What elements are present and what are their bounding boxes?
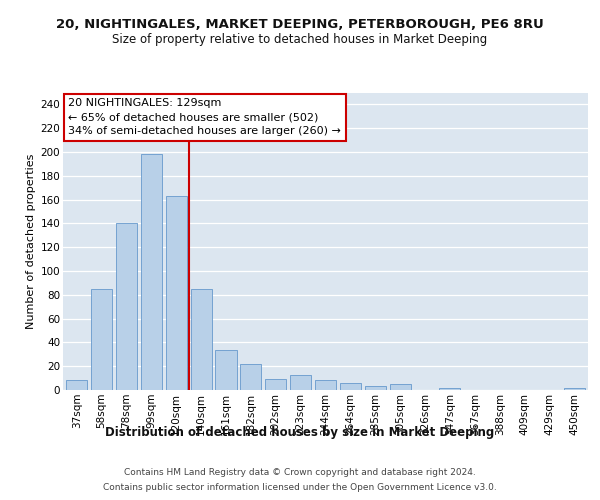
Bar	[265, 380, 286, 390]
Bar	[340, 383, 361, 390]
Bar	[389, 384, 411, 390]
Bar	[191, 289, 212, 390]
Bar	[91, 289, 112, 390]
Text: 20, NIGHTINGALES, MARKET DEEPING, PETERBOROUGH, PE6 8RU: 20, NIGHTINGALES, MARKET DEEPING, PETERB…	[56, 18, 544, 30]
Text: Contains HM Land Registry data © Crown copyright and database right 2024.: Contains HM Land Registry data © Crown c…	[124, 468, 476, 477]
Bar	[564, 388, 585, 390]
Bar	[290, 374, 311, 390]
Text: Contains public sector information licensed under the Open Government Licence v3: Contains public sector information licen…	[103, 483, 497, 492]
Bar	[215, 350, 236, 390]
Bar	[66, 380, 87, 390]
Text: Size of property relative to detached houses in Market Deeping: Size of property relative to detached ho…	[112, 32, 488, 46]
Bar	[439, 388, 460, 390]
Bar	[116, 224, 137, 390]
Bar	[166, 196, 187, 390]
Bar	[240, 364, 262, 390]
Bar	[141, 154, 162, 390]
Y-axis label: Number of detached properties: Number of detached properties	[26, 154, 37, 329]
Bar	[365, 386, 386, 390]
Text: 20 NIGHTINGALES: 129sqm
← 65% of detached houses are smaller (502)
34% of semi-d: 20 NIGHTINGALES: 129sqm ← 65% of detache…	[68, 98, 341, 136]
Text: Distribution of detached houses by size in Market Deeping: Distribution of detached houses by size …	[106, 426, 494, 439]
Bar	[315, 380, 336, 390]
